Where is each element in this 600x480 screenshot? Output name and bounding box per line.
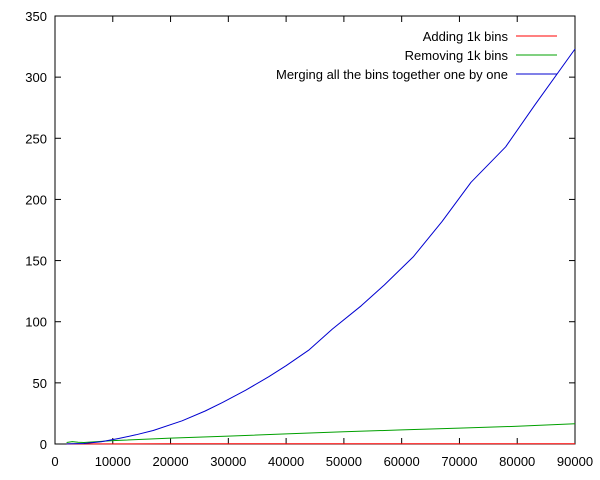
x-tick-label: 20000 bbox=[152, 454, 188, 469]
y-tick-label: 250 bbox=[25, 131, 47, 146]
series-lines bbox=[66, 48, 576, 445]
x-axis-ticks: 0 10000 20000 30000 40000 50000 60000 70000 8000… bbox=[51, 16, 593, 469]
x-tick-label: 80000 bbox=[499, 454, 535, 469]
series-line-3 bbox=[66, 48, 576, 445]
y-tick-label: 50 bbox=[33, 376, 47, 391]
x-tick-label: 40000 bbox=[268, 454, 304, 469]
x-tick-label: 50000 bbox=[326, 454, 362, 469]
x-tick-label: 60000 bbox=[384, 454, 420, 469]
x-tick-label: 30000 bbox=[210, 454, 246, 469]
x-tick-label: 70000 bbox=[441, 454, 477, 469]
y-tick-label: 200 bbox=[25, 192, 47, 207]
y-tick-label: 300 bbox=[25, 70, 47, 85]
y-tick-label: 100 bbox=[25, 315, 47, 330]
y-tick-label: 150 bbox=[25, 254, 47, 269]
legend-label-2: Removing 1k bins bbox=[405, 48, 509, 63]
x-tick-label: 0 bbox=[51, 454, 58, 469]
legend: Adding 1k bins Removing 1k bins Merging al… bbox=[276, 29, 557, 82]
y-tick-label: 0 bbox=[40, 437, 47, 452]
y-tick-label: 350 bbox=[25, 9, 47, 24]
x-tick-label: 10000 bbox=[95, 454, 131, 469]
legend-label-3: Merging all the bins together one by one bbox=[276, 67, 508, 82]
legend-label-1: Adding 1k bins bbox=[423, 29, 509, 44]
series-line-2 bbox=[66, 423, 576, 443]
x-tick-label: 90000 bbox=[557, 454, 593, 469]
